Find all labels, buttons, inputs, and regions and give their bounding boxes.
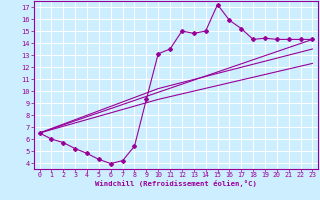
- X-axis label: Windchill (Refroidissement éolien,°C): Windchill (Refroidissement éolien,°C): [95, 180, 257, 187]
